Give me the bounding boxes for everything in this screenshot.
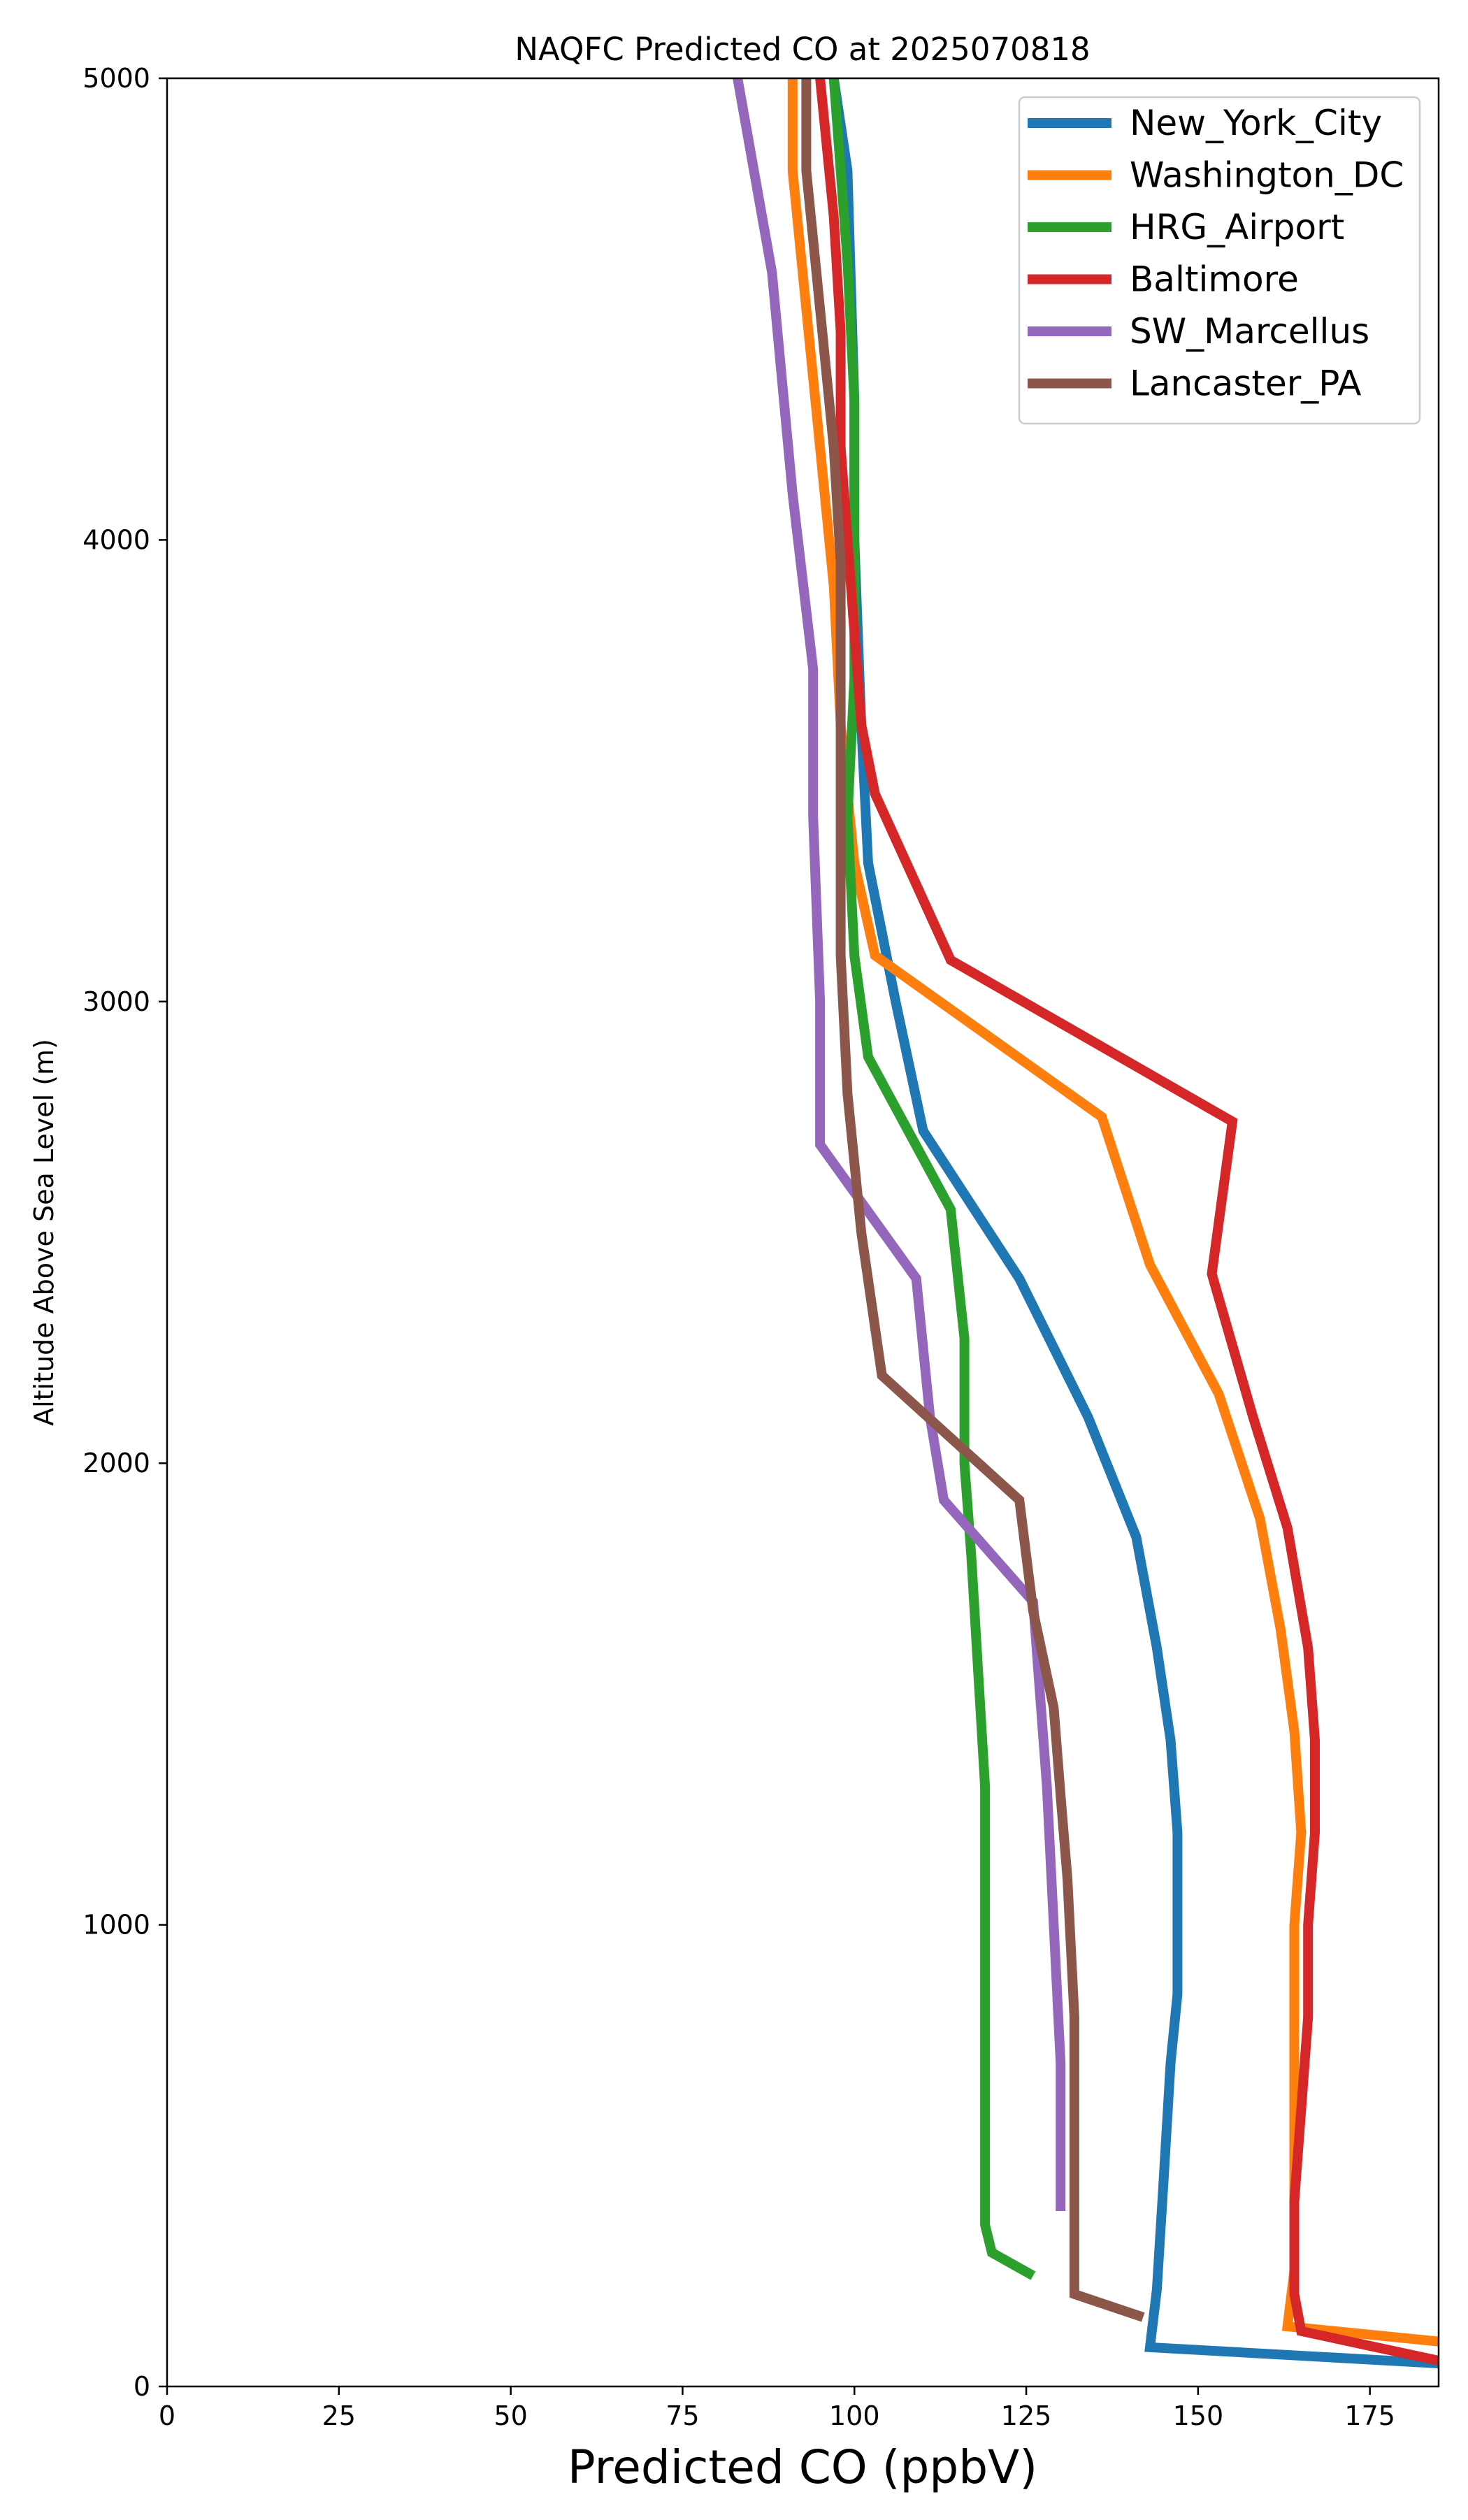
legend-label: SW_Marcellus — [1130, 311, 1369, 352]
legend-label: Lancaster_PA — [1130, 363, 1361, 404]
legend-label: HRG_Airport — [1130, 207, 1344, 247]
series-line-1 — [787, 78, 1439, 2347]
plot-frame — [166, 77, 1440, 2388]
x-tick-label: 100 — [829, 2400, 880, 2431]
series-line-3 — [815, 78, 1439, 2366]
x-axis-label: Predicted CO (ppbV) — [568, 2440, 1037, 2494]
chart-title: NAQFC Predicted CO at 2025070818 — [514, 31, 1090, 68]
y-tick-label: 0 — [134, 2371, 150, 2402]
y-tick-label: 4000 — [82, 524, 150, 555]
x-tick-label: 125 — [1001, 2400, 1052, 2431]
axis-ticks: 0 25 50 75 100 125 150 175 0 1000 2000 3000 4000 5000 — [82, 63, 1395, 2431]
series-line-5 — [801, 78, 1145, 2322]
y-tick-label: 5000 — [82, 63, 150, 94]
x-tick-label: 25 — [322, 2400, 356, 2431]
y-tick-label: 3000 — [82, 986, 150, 1017]
y-axis-label: Altitude Above Sea Level (m) — [29, 1039, 59, 1426]
x-tick-label: 0 — [159, 2400, 175, 2431]
legend-box — [1018, 96, 1421, 425]
legend: New_York_City Washington_DC HRG_Airport Bal… — [1018, 96, 1421, 425]
x-tick-label: 150 — [1173, 2400, 1224, 2431]
legend-label: Baltimore — [1130, 259, 1299, 300]
series-line-2 — [828, 78, 1036, 2280]
legend-label: New_York_City — [1130, 103, 1382, 143]
x-tick-label: 175 — [1344, 2400, 1395, 2431]
x-tick-label: 50 — [494, 2400, 527, 2431]
x-tick-label: 75 — [665, 2400, 699, 2431]
y-tick-label: 2000 — [82, 1448, 150, 1478]
y-tick-label: 1000 — [82, 1910, 150, 1941]
legend-label: Washington_DC — [1130, 155, 1404, 196]
series-layer — [733, 78, 1439, 2369]
